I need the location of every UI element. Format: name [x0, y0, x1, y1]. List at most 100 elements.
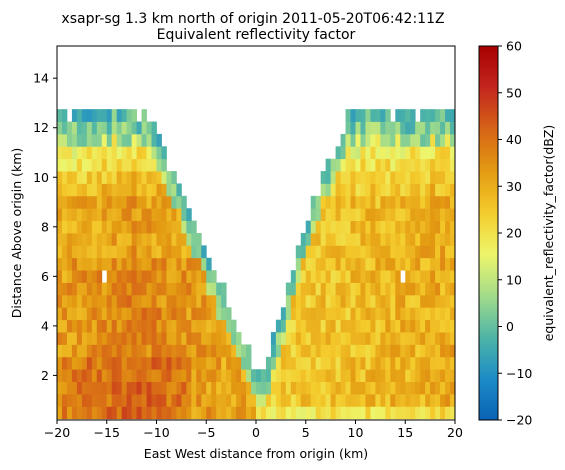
- reflectivity-cell: [101, 356, 108, 370]
- reflectivity-cell: [86, 294, 93, 308]
- reflectivity-cell: [320, 381, 327, 395]
- reflectivity-cell: [256, 406, 262, 420]
- reflectivity-cell: [370, 121, 376, 135]
- reflectivity-cell: [71, 381, 78, 395]
- reflectivity-cell: [136, 356, 142, 370]
- reflectivity-cell: [131, 257, 138, 271]
- reflectivity-cell: [325, 356, 332, 370]
- reflectivity-cell: [111, 406, 118, 420]
- colorbar-tick-label: 10: [506, 272, 522, 287]
- reflectivity-cell: [450, 344, 456, 358]
- reflectivity-cell: [310, 344, 317, 358]
- reflectivity-cell: [116, 356, 123, 370]
- reflectivity-cell: [440, 307, 446, 321]
- reflectivity-cell: [375, 270, 381, 283]
- reflectivity-cell: [176, 319, 182, 333]
- reflectivity-cell: [390, 270, 396, 283]
- reflectivity-cell: [171, 220, 177, 234]
- reflectivity-cell: [151, 146, 157, 160]
- reflectivity-cell: [191, 270, 197, 283]
- reflectivity-cell: [146, 282, 152, 296]
- reflectivity-cell: [380, 270, 386, 283]
- reflectivity-cell: [440, 171, 446, 184]
- reflectivity-cell: [96, 344, 103, 358]
- reflectivity-cell: [171, 195, 177, 209]
- reflectivity-cell: [360, 344, 366, 358]
- reflectivity-cell: [106, 146, 113, 160]
- reflectivity-cell: [265, 356, 272, 370]
- reflectivity-cell: [61, 158, 68, 172]
- reflectivity-cell: [300, 393, 307, 407]
- reflectivity-cell: [430, 158, 436, 172]
- reflectivity-cell: [101, 257, 108, 271]
- reflectivity-cell: [420, 406, 426, 420]
- reflectivity-cell: [420, 294, 426, 308]
- reflectivity-cell: [171, 270, 177, 283]
- reflectivity-cell: [191, 307, 197, 321]
- reflectivity-cell: [315, 270, 322, 283]
- reflectivity-cell: [365, 356, 371, 370]
- reflectivity-cell: [71, 109, 78, 122]
- reflectivity-cell: [410, 356, 416, 370]
- reflectivity-cell: [76, 183, 83, 197]
- reflectivity-cell: [410, 406, 416, 420]
- reflectivity-cell: [146, 332, 152, 345]
- reflectivity-cell: [320, 344, 327, 358]
- reflectivity-cell: [76, 294, 83, 308]
- reflectivity-cell: [81, 319, 88, 333]
- reflectivity-cell: [370, 294, 376, 308]
- reflectivity-cell: [146, 393, 152, 407]
- reflectivity-cell: [111, 220, 118, 234]
- reflectivity-cell: [425, 356, 431, 370]
- reflectivity-cell: [66, 233, 73, 246]
- reflectivity-cell: [161, 381, 167, 395]
- reflectivity-cell: [176, 220, 182, 234]
- reflectivity-cell: [161, 233, 167, 246]
- reflectivity-cell: [325, 195, 332, 209]
- reflectivity-cell: [96, 393, 103, 407]
- reflectivity-cell: [246, 344, 252, 358]
- reflectivity-cell: [61, 121, 68, 135]
- reflectivity-cell: [176, 381, 182, 395]
- reflectivity-cell: [57, 332, 63, 345]
- reflectivity-cell: [375, 220, 381, 234]
- reflectivity-cell: [241, 381, 247, 395]
- reflectivity-cell: [435, 245, 441, 259]
- reflectivity-cell: [91, 233, 98, 246]
- reflectivity-cell: [305, 319, 312, 333]
- reflectivity-cell: [345, 133, 351, 147]
- reflectivity-cell: [236, 356, 242, 370]
- reflectivity-cell: [156, 307, 162, 321]
- reflectivity-cell: [136, 257, 142, 271]
- reflectivity-cell: [171, 233, 177, 246]
- reflectivity-cell: [91, 220, 98, 234]
- reflectivity-cell: [350, 270, 356, 283]
- reflectivity-cell: [365, 109, 371, 122]
- reflectivity-cell: [116, 332, 123, 345]
- reflectivity-cell: [81, 171, 88, 184]
- reflectivity-cell: [340, 282, 346, 296]
- reflectivity-cell: [400, 158, 406, 172]
- reflectivity-cell: [390, 183, 396, 197]
- reflectivity-cell: [96, 121, 103, 135]
- reflectivity-cell: [216, 332, 222, 345]
- reflectivity-cell: [156, 332, 162, 345]
- reflectivity-cell: [236, 369, 242, 383]
- reflectivity-cell: [121, 356, 128, 370]
- reflectivity-cell: [141, 381, 147, 395]
- reflectivity-cell: [106, 233, 113, 246]
- reflectivity-cell: [450, 332, 456, 345]
- y-tick-label: 4: [41, 318, 49, 333]
- reflectivity-cell: [221, 307, 227, 321]
- reflectivity-cell: [305, 257, 312, 271]
- reflectivity-cell: [141, 332, 147, 345]
- reflectivity-cell: [345, 220, 351, 234]
- reflectivity-cell: [101, 369, 108, 383]
- reflectivity-cell: [141, 393, 147, 407]
- reflectivity-cell: [445, 121, 451, 135]
- reflectivity-cell: [196, 344, 202, 358]
- reflectivity-cell: [445, 245, 451, 259]
- reflectivity-cell: [231, 344, 237, 358]
- reflectivity-cell: [206, 356, 212, 370]
